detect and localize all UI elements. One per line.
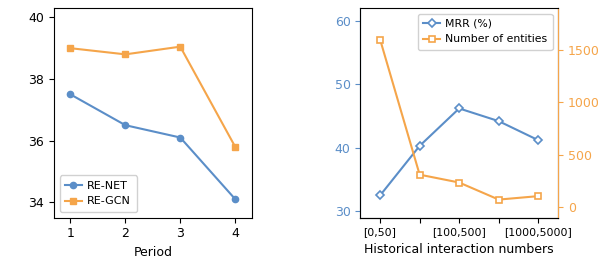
Line: RE-NET: RE-NET <box>67 91 238 202</box>
RE-NET <box>67 93 74 96</box>
Line: Number of entities: Number of entities <box>377 36 541 203</box>
RE-GCN <box>122 53 129 56</box>
MRR (%) <box>495 119 502 123</box>
X-axis label: Period: Period <box>133 246 172 259</box>
Number of entities <box>535 194 542 198</box>
Line: RE-GCN: RE-GCN <box>67 44 238 150</box>
MRR (%) <box>455 107 463 110</box>
MRR (%) <box>377 194 384 197</box>
Number of entities <box>377 38 384 41</box>
RE-NET <box>232 197 239 201</box>
RE-GCN <box>176 45 184 48</box>
Number of entities <box>495 198 502 201</box>
RE-GCN <box>67 47 74 50</box>
Legend: RE-NET, RE-GCN: RE-NET, RE-GCN <box>59 175 137 212</box>
Number of entities <box>416 173 423 176</box>
RE-NET <box>176 136 184 139</box>
MRR (%) <box>416 144 423 147</box>
Line: MRR (%): MRR (%) <box>377 105 541 199</box>
X-axis label: Historical interaction numbers: Historical interaction numbers <box>364 243 554 256</box>
RE-GCN <box>232 145 239 149</box>
Number of entities <box>455 181 463 184</box>
MRR (%) <box>535 138 542 142</box>
RE-NET <box>122 123 129 127</box>
Legend: MRR (%), Number of entities: MRR (%), Number of entities <box>418 14 553 50</box>
